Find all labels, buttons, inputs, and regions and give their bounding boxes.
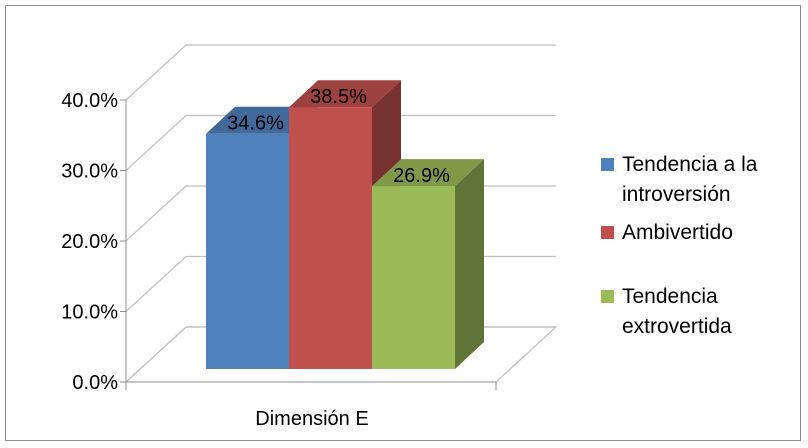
legend-swatch-blue	[601, 158, 614, 171]
bar-front-face	[372, 186, 455, 369]
y-tick-label: 10.0%	[61, 302, 118, 324]
gridline	[125, 44, 556, 101]
bar-front-face	[206, 133, 289, 369]
x-category-label: Dimensión E	[255, 408, 368, 430]
y-tick-label: 40.0%	[61, 90, 118, 112]
data-label: 34.6%	[227, 113, 284, 135]
y-axis-tick-labels: 0.0% 10.0% 20.0% 30.0% 40.0%	[61, 90, 118, 394]
legend-item-extrovertida: Tendencia extrovertida	[601, 282, 792, 342]
axis-lines	[120, 99, 497, 390]
bar-top-face	[372, 159, 484, 187]
legend-label: Tendencia a la introversión	[622, 153, 758, 206]
bar-top-face	[289, 80, 401, 108]
legend-label: Tendencia extrovertida	[622, 285, 732, 338]
y-tick-label: 20.0%	[61, 231, 118, 253]
legend-swatch-green	[601, 290, 614, 303]
bar-front-face	[289, 107, 372, 369]
y-tick-label: 30.0%	[61, 161, 118, 183]
bars	[206, 80, 484, 369]
bar-3	[372, 159, 484, 369]
bar-2	[289, 80, 401, 369]
legend-item-introversion: Tendencia a la introversión	[601, 150, 792, 210]
y-tick-label: 0.0%	[72, 372, 118, 394]
legend-item-ambivertido: Ambivertido	[601, 218, 792, 248]
legend-swatch-red	[601, 226, 614, 239]
gridline	[125, 114, 556, 171]
data-labels: 34.6% 38.5% 26.9%	[227, 86, 450, 187]
data-label: 26.9%	[393, 165, 450, 187]
data-label: 38.5%	[310, 86, 367, 108]
bar-side-face	[455, 159, 484, 369]
legend-label: Ambivertido	[622, 221, 733, 244]
